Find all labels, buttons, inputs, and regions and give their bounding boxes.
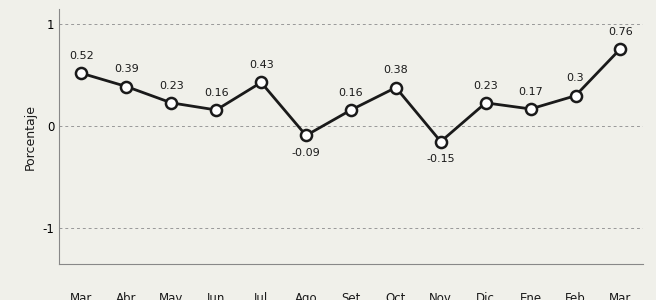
Text: Oct: Oct bbox=[386, 292, 406, 300]
Text: Jul: Jul bbox=[254, 292, 268, 300]
Text: 0.16: 0.16 bbox=[338, 88, 363, 98]
Text: 0.23: 0.23 bbox=[159, 81, 184, 91]
Text: 0.23: 0.23 bbox=[474, 81, 498, 91]
Text: Ago: Ago bbox=[295, 292, 318, 300]
Text: 0.43: 0.43 bbox=[249, 60, 274, 70]
Text: Ene: Ene bbox=[520, 292, 542, 300]
Text: Jun: Jun bbox=[207, 292, 226, 300]
Text: 0.38: 0.38 bbox=[384, 65, 408, 75]
Text: 0.17: 0.17 bbox=[518, 87, 543, 97]
Text: 0.76: 0.76 bbox=[608, 26, 633, 37]
Text: 0.16: 0.16 bbox=[204, 88, 228, 98]
Text: Set: Set bbox=[341, 292, 361, 300]
Text: Mar: Mar bbox=[609, 292, 632, 300]
Text: 0.39: 0.39 bbox=[114, 64, 139, 74]
Y-axis label: Porcentaje: Porcentaje bbox=[24, 103, 37, 169]
Text: Feb: Feb bbox=[565, 292, 586, 300]
Text: 0.52: 0.52 bbox=[69, 51, 94, 61]
Text: Dic: Dic bbox=[476, 292, 495, 300]
Text: Abr: Abr bbox=[116, 292, 136, 300]
Text: Mar: Mar bbox=[70, 292, 92, 300]
Text: May: May bbox=[159, 292, 184, 300]
Text: -0.09: -0.09 bbox=[292, 148, 320, 158]
Text: Nov: Nov bbox=[429, 292, 452, 300]
Text: 0.3: 0.3 bbox=[567, 74, 584, 83]
Text: -0.15: -0.15 bbox=[426, 154, 455, 164]
